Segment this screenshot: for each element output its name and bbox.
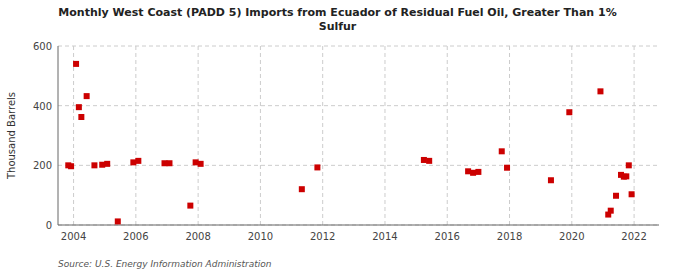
y-tick-label: 600	[33, 41, 52, 52]
point	[597, 88, 603, 94]
point	[613, 193, 619, 199]
x-grid-line	[260, 46, 261, 225]
x-tick-label: 2014	[372, 231, 397, 242]
point	[504, 165, 510, 171]
point	[548, 177, 554, 183]
point	[623, 173, 629, 179]
point	[76, 104, 82, 110]
point	[115, 218, 121, 224]
x-grid-line	[384, 46, 385, 225]
source: Source: U.S. Energy Information Administ…	[58, 259, 272, 269]
point	[629, 191, 635, 197]
y-tick-label: 400	[33, 101, 52, 112]
point	[104, 161, 110, 167]
y-tick-label: 0	[46, 220, 52, 231]
y-grid-line	[58, 165, 659, 166]
x-tick-label: 2020	[559, 231, 584, 242]
x-tick-label: 2012	[310, 231, 335, 242]
points	[65, 61, 634, 225]
point	[73, 61, 79, 67]
point	[84, 93, 90, 99]
y-axis-label: Thousand Barrels	[6, 92, 17, 180]
x-grid-line	[571, 46, 572, 225]
title-line: Monthly West Coast (PADD 5) Imports from…	[58, 6, 616, 19]
point	[421, 157, 427, 163]
x-grid-line	[135, 46, 136, 225]
y-axis-line	[58, 46, 59, 225]
x-tick-label: 2018	[497, 231, 522, 242]
x-tick-label: 2004	[61, 231, 86, 242]
point	[78, 114, 84, 120]
x-tick-label: 2006	[123, 231, 148, 242]
x-grid-line	[198, 46, 199, 225]
y-grid-line	[58, 105, 659, 106]
x-tick-label: 2010	[248, 231, 273, 242]
x-grid-line	[322, 46, 323, 225]
x-grid-line	[634, 46, 635, 225]
title: Monthly West Coast (PADD 5) Imports from…	[58, 6, 616, 33]
point	[187, 203, 193, 209]
title-line: Sulfur	[319, 20, 357, 33]
point	[475, 169, 481, 175]
point	[499, 148, 505, 154]
point	[626, 162, 632, 168]
x-tick-label: 2008	[185, 231, 210, 242]
y-grid-line	[58, 225, 659, 226]
point	[608, 208, 614, 214]
x-axis-line	[58, 225, 659, 226]
y-tick-label: 200	[33, 160, 52, 171]
point	[314, 164, 320, 170]
x-grid-line	[509, 46, 510, 225]
grid	[58, 46, 659, 225]
point	[566, 109, 572, 115]
x-grid-line	[73, 46, 74, 225]
x-tick-label: 2022	[621, 231, 646, 242]
chart: Monthly West Coast (PADD 5) Imports from…	[0, 0, 675, 275]
point	[426, 158, 432, 164]
y-grid-line	[58, 46, 659, 47]
point	[91, 162, 97, 168]
point	[68, 163, 74, 169]
point	[135, 158, 141, 164]
point	[470, 170, 476, 176]
point	[166, 160, 172, 166]
point	[198, 161, 204, 167]
x-tick-label: 2016	[435, 231, 460, 242]
point	[299, 186, 305, 192]
x-grid-line	[447, 46, 448, 225]
